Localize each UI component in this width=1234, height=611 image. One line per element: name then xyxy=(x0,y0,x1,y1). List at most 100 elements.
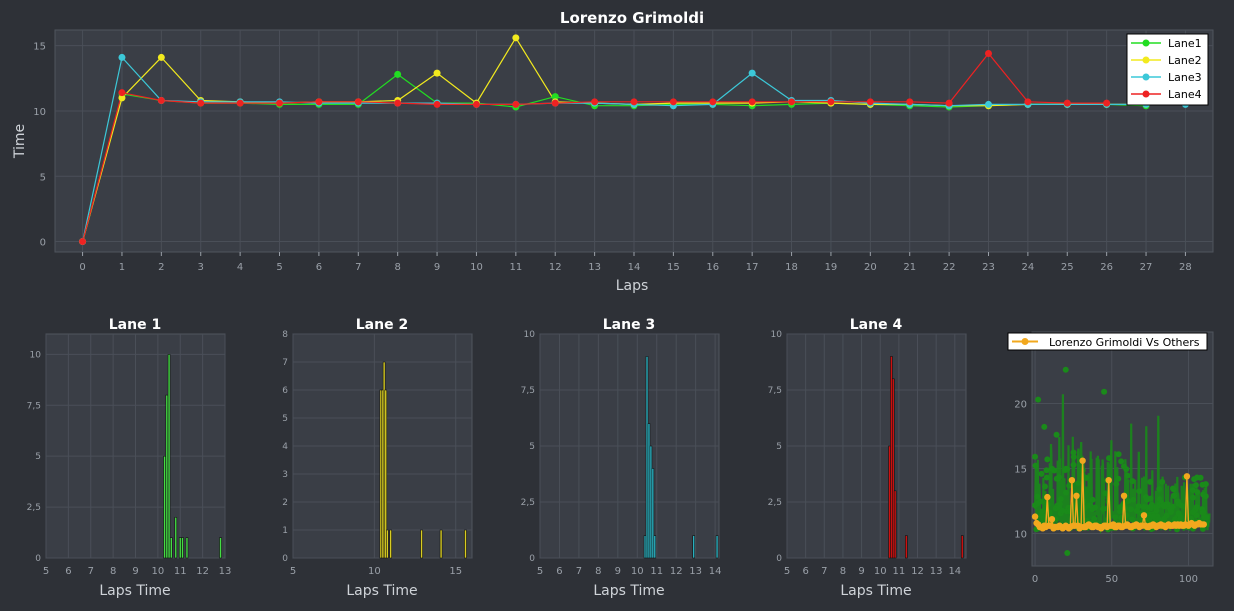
comparison-x-tick-label: 100 xyxy=(1179,574,1198,585)
main-point-lane4 xyxy=(630,98,638,106)
comparison-others-point xyxy=(1189,509,1196,516)
main-chart: Lorenzo Grimoldi 0 1 2 3 4 5 6 7 8 9 10 11 12 13 14 15 1… xyxy=(12,9,1214,294)
main-x-tick-label: 20 xyxy=(864,262,877,273)
main-point-lane3 xyxy=(118,53,126,61)
lane1-grid xyxy=(45,334,226,559)
lane2-x-tick-label: 5 xyxy=(290,566,296,577)
lane3-x-tick-label: 5 xyxy=(537,566,543,577)
comparison-others-point xyxy=(1038,512,1045,519)
comparison-others-point xyxy=(1147,478,1154,485)
lane3-bar xyxy=(651,468,655,559)
lane1-x-tick-label: 6 xyxy=(65,566,71,577)
main-point-lane2 xyxy=(433,69,441,77)
main-point-lane1 xyxy=(551,93,559,101)
lane3-bar xyxy=(715,535,719,559)
comparison-others-outlier xyxy=(1062,366,1069,373)
main-x-tick-label: 27 xyxy=(1140,262,1153,273)
lane1-bar xyxy=(163,455,166,559)
main-x-tick-label: 1 xyxy=(119,262,125,273)
comparison-main-point xyxy=(1044,493,1051,501)
lane3-x-axis-label: Laps Time xyxy=(593,583,664,599)
main-x-tick-label: 28 xyxy=(1179,262,1192,273)
lane4-x-tick-labels: 5 6 7 8 9 10 11 12 13 14 xyxy=(784,566,961,577)
lane1-title: Lane 1 xyxy=(109,317,161,333)
lane2-x-tick-labels: 5 10 15 xyxy=(290,566,462,577)
lane2-title: Lane 2 xyxy=(356,317,408,333)
main-point-lane4 xyxy=(472,100,480,108)
lane3-y-tick-label: 5 xyxy=(529,442,535,452)
lane2-bar xyxy=(464,529,467,559)
main-x-tick-label: 5 xyxy=(276,262,282,273)
lane2-y-tick-labels: 0 1 2 3 4 5 6 7 8 xyxy=(282,330,288,564)
lane4-y-tick-labels: 0 2,5 5 7,5 10 xyxy=(768,330,783,564)
main-point-lane4 xyxy=(79,238,87,246)
lane4-y-tick-label: 5 xyxy=(776,442,782,452)
lane4-grid xyxy=(786,333,966,559)
comparison-others-point xyxy=(1153,504,1160,511)
main-point-lane4 xyxy=(945,99,953,107)
main-legend-label: Lane2 xyxy=(1168,54,1202,67)
comparison-others-point xyxy=(1115,451,1122,458)
lane4-x-tick-label: 7 xyxy=(821,566,827,577)
lane1-y-tick-label: 0 xyxy=(35,554,41,564)
lane4-x-tick-label: 14 xyxy=(948,566,961,577)
comparison-others-point xyxy=(1168,504,1175,511)
lane2-y-tick-label: 2 xyxy=(282,498,288,508)
main-point-lane4 xyxy=(315,98,323,106)
comparison-others-point xyxy=(1070,461,1077,468)
main-point-lane3 xyxy=(984,100,992,108)
lane4-bar xyxy=(893,490,897,559)
lane1-x-axis-label: Laps Time xyxy=(99,583,170,599)
comparison-others-point xyxy=(1038,470,1045,477)
comparison-others-point xyxy=(1189,487,1196,494)
comparison-others-outlier xyxy=(1064,550,1071,556)
lane3-x-tick-label: 6 xyxy=(556,566,562,577)
main-point-lane4 xyxy=(354,98,362,106)
comparison-others-point xyxy=(1159,478,1166,485)
comparison-others-point xyxy=(1034,493,1041,500)
comparison-others-point xyxy=(1118,458,1125,465)
lane4-y-tick-label: 10 xyxy=(771,330,783,340)
main-point-lane4 xyxy=(236,99,244,107)
comparison-others-point xyxy=(1087,502,1094,509)
main-point-lane2 xyxy=(512,34,520,42)
lane3-x-tick-label: 14 xyxy=(709,566,722,577)
comparison-others-point xyxy=(1070,449,1077,456)
comparison-main-point xyxy=(1120,492,1128,499)
comparison-legend-box xyxy=(1007,332,1208,351)
lane1-x-tick-label: 7 xyxy=(88,566,94,577)
main-point-lane4 xyxy=(394,99,402,107)
comparison-others-point xyxy=(1197,474,1204,481)
comparison-others-point xyxy=(1115,475,1122,482)
comparison-others-point xyxy=(1112,514,1119,521)
lane2-bars xyxy=(379,361,467,559)
comparison-main-point xyxy=(1183,473,1191,480)
lane4-x-tick-label: 13 xyxy=(930,566,943,577)
lane3-bars xyxy=(643,356,719,559)
comparison-y-tick-label: 10 xyxy=(1014,530,1027,541)
main-grid xyxy=(55,30,1213,256)
lane4-x-tick-label: 10 xyxy=(874,566,887,577)
comparison-others-point xyxy=(1170,486,1177,493)
main-x-tick-label: 14 xyxy=(628,262,641,273)
comparison-others-point xyxy=(1032,453,1039,460)
lane3-x-tick-label: 10 xyxy=(631,566,644,577)
comparison-others-point xyxy=(1123,512,1130,519)
comparison-y-tick-label: 20 xyxy=(1014,400,1027,411)
main-x-tick-labels: 0 1 2 3 4 5 6 7 8 9 10 11 12 13 14 15 16 17 18 19 20 21 22 23 24… xyxy=(79,262,1191,273)
lane2-y-tick-label: 8 xyxy=(282,330,288,340)
lane2-bar xyxy=(439,529,443,559)
comparison-x-tick-labels: 0 50 100 xyxy=(1032,574,1198,585)
lane1-x-tick-label: 12 xyxy=(196,566,209,577)
comparison-x-tick-label: 50 xyxy=(1105,574,1118,585)
main-point-lane2 xyxy=(157,53,165,61)
comparison-others-point xyxy=(1102,490,1109,497)
lane2-y-tick-label: 4 xyxy=(282,442,288,452)
comparison-others-point xyxy=(1057,495,1064,502)
lane4-x-tick-label: 11 xyxy=(893,566,906,577)
main-legend-label: Lane3 xyxy=(1168,71,1202,84)
comparison-others-point xyxy=(1144,496,1151,503)
main-x-tick-label: 25 xyxy=(1061,262,1074,273)
main-point-lane4 xyxy=(866,98,874,106)
comparison-main-point xyxy=(1031,513,1039,520)
